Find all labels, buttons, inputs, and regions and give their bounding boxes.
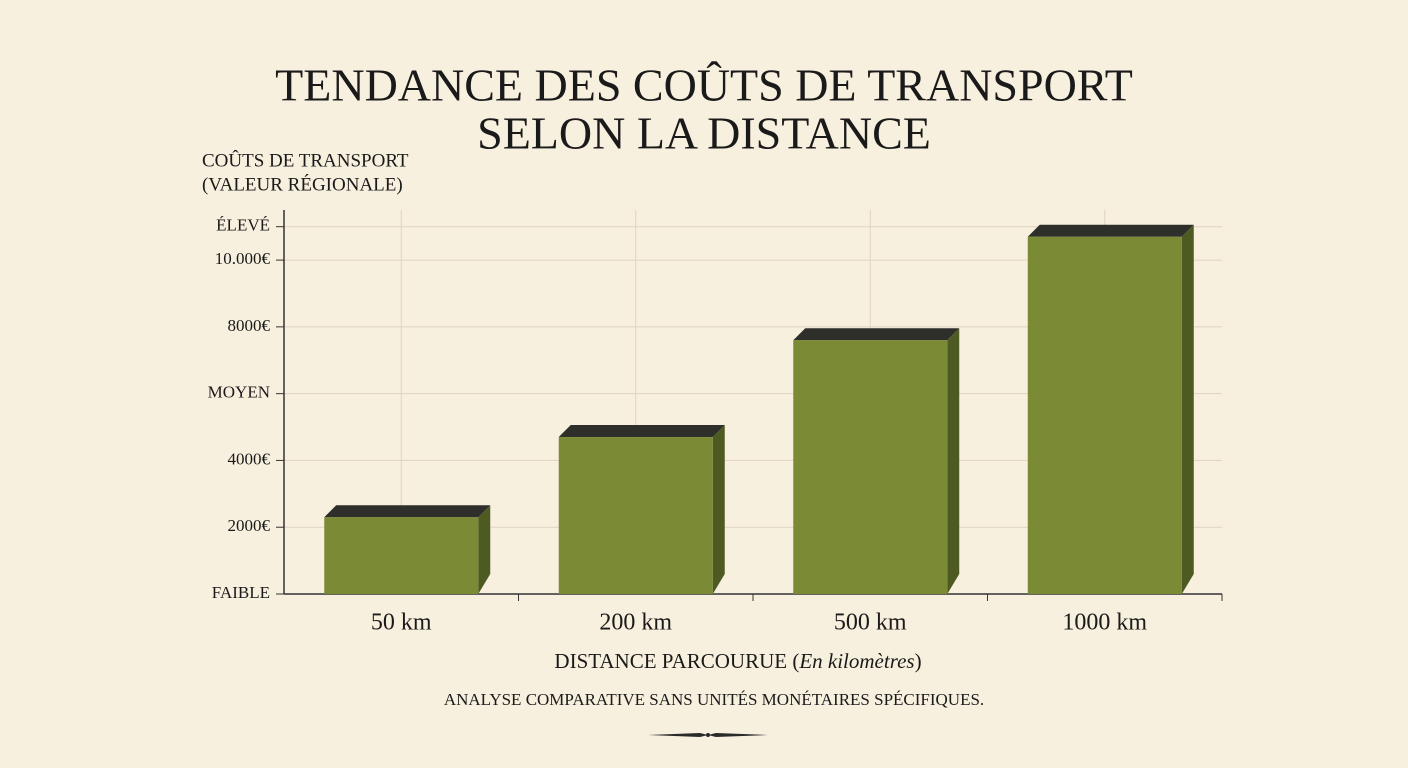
y-tick-label: 10.000€ <box>215 249 271 268</box>
y-tick-label: ÉLEVÉ <box>216 216 270 235</box>
y-tick-label: 2000€ <box>228 516 271 535</box>
bar <box>324 517 479 594</box>
x-tick-label: 50 km <box>371 610 432 636</box>
bar <box>1027 236 1182 594</box>
chart-title: TENDANCE DES COÛTS DE TRANSPORT <box>275 60 1133 111</box>
bar-side <box>478 505 491 594</box>
y-tick-label: 8000€ <box>228 316 271 335</box>
y-tick-label: MOYEN <box>208 383 270 402</box>
x-tick-label: 500 km <box>834 610 907 636</box>
x-tick-label: 1000 km <box>1062 610 1147 636</box>
bar-side <box>712 425 725 594</box>
bar-side <box>1181 224 1194 594</box>
bar-top <box>558 425 725 438</box>
x-tick-label: 200 km <box>599 610 672 636</box>
bar-top <box>324 505 491 518</box>
footnote: ANALYSE COMPARATIVE SANS UNITÉS MONÉTAIR… <box>444 690 984 709</box>
x-axis-label: DISTANCE PARCOURUE (En kilomètres) <box>554 649 921 673</box>
x-axis-label-part: DISTANCE PARCOURUE ( <box>554 649 799 673</box>
ornament <box>648 733 768 737</box>
x-axis-label-unit: En kilomètres <box>798 649 914 673</box>
y-tick-label: 4000€ <box>228 449 271 468</box>
x-axis-label-part: ) <box>915 649 922 673</box>
bar <box>793 340 948 594</box>
y-tick-label: FAIBLE <box>212 583 270 602</box>
bar-top <box>793 328 960 341</box>
bar-side <box>947 328 960 594</box>
bar <box>558 437 713 594</box>
chart-title: SELON LA DISTANCE <box>477 108 931 159</box>
y-axis-label: COÛTS DE TRANSPORT <box>202 149 409 171</box>
y-axis-label: (VALEUR RÉGIONALE) <box>202 173 403 195</box>
bar-top <box>1027 224 1194 237</box>
